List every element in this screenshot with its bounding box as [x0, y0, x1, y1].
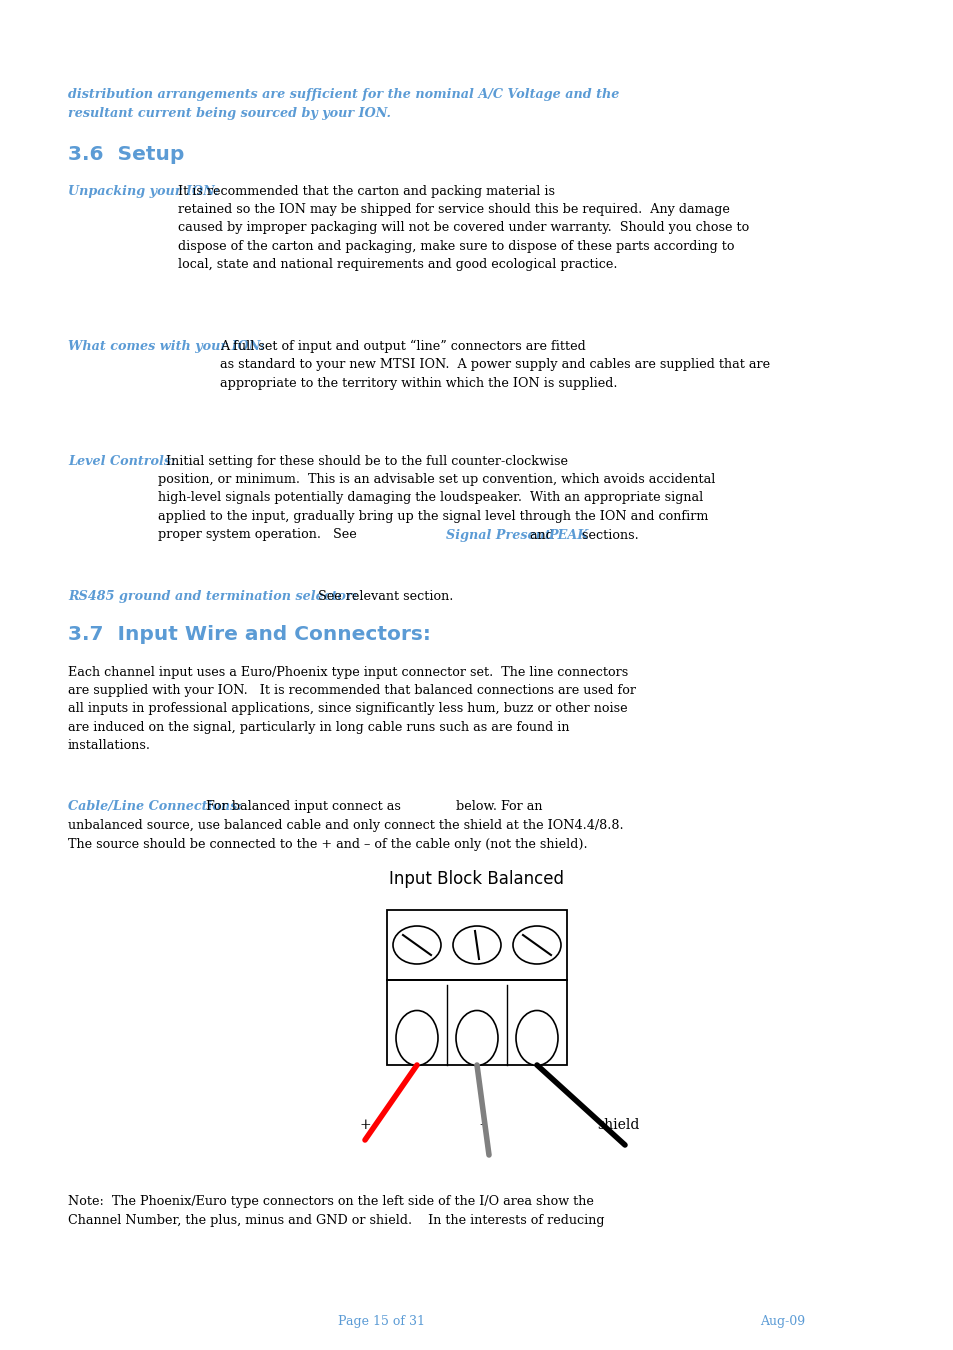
- Text: unbalanced source, use balanced cable and only connect the shield at the ION4.4/: unbalanced source, use balanced cable an…: [68, 819, 623, 832]
- Text: Note:  The Phoenix/Euro type connectors on the left side of the I/O area show th: Note: The Phoenix/Euro type connectors o…: [68, 1195, 594, 1208]
- Text: For balanced input connect as: For balanced input connect as: [206, 801, 400, 813]
- Text: Initial setting for these should be to the full counter-clockwise
position, or m: Initial setting for these should be to t…: [158, 455, 715, 541]
- Text: Page 15 of 31: Page 15 of 31: [337, 1315, 425, 1328]
- Text: Each channel input uses a Euro/Phoenix type input connector set.  The line conne: Each channel input uses a Euro/Phoenix t…: [68, 666, 636, 752]
- Bar: [387, 910, 566, 980]
- Text: and: and: [525, 529, 558, 541]
- Text: A full set of input and output “line” connectors are fitted
as standard to your : A full set of input and output “line” co…: [220, 340, 769, 390]
- Ellipse shape: [516, 1011, 558, 1065]
- Text: Input Block Balanced: Input Block Balanced: [389, 869, 564, 888]
- Text: RS485 ground and termination selector:: RS485 ground and termination selector:: [68, 590, 357, 603]
- Text: 3.7  Input Wire and Connectors:: 3.7 Input Wire and Connectors:: [68, 625, 431, 644]
- Text: PEAK: PEAK: [547, 529, 588, 541]
- Text: It is recommended that the carton and packing material is
retained so the ION ma: It is recommended that the carton and pa…: [178, 185, 748, 271]
- Text: sections.: sections.: [578, 529, 639, 541]
- Text: 3.6  Setup: 3.6 Setup: [68, 144, 184, 163]
- Ellipse shape: [456, 1011, 497, 1065]
- Ellipse shape: [393, 926, 440, 964]
- Ellipse shape: [513, 926, 560, 964]
- Text: Cable/Line Connections:: Cable/Line Connections:: [68, 801, 242, 813]
- Ellipse shape: [453, 926, 500, 964]
- Text: distribution arrangements are sufficient for the nominal A/C Voltage and the: distribution arrangements are sufficient…: [68, 88, 618, 101]
- Text: Channel Number, the plus, minus and GND or shield.    In the interests of reduci: Channel Number, the plus, minus and GND …: [68, 1214, 604, 1227]
- Text: Signal Present: Signal Present: [446, 529, 550, 541]
- Text: -: -: [479, 1118, 484, 1133]
- Text: The source should be connected to the + and – of the cable only (not the shield): The source should be connected to the + …: [68, 838, 587, 850]
- Text: shield: shield: [597, 1118, 639, 1133]
- Text: Aug-09: Aug-09: [759, 1315, 804, 1328]
- Text: What comes with your ION:: What comes with your ION:: [68, 340, 264, 352]
- Text: +: +: [359, 1118, 371, 1133]
- Text: below. For an: below. For an: [456, 801, 542, 813]
- Ellipse shape: [395, 1011, 437, 1065]
- Text: See relevant section.: See relevant section.: [317, 590, 453, 603]
- Text: Level Controls:: Level Controls:: [68, 455, 175, 468]
- Bar: [387, 980, 566, 1065]
- Text: Unpacking your ION:: Unpacking your ION:: [68, 185, 219, 198]
- Text: resultant current being sourced by your ION.: resultant current being sourced by your …: [68, 107, 391, 120]
